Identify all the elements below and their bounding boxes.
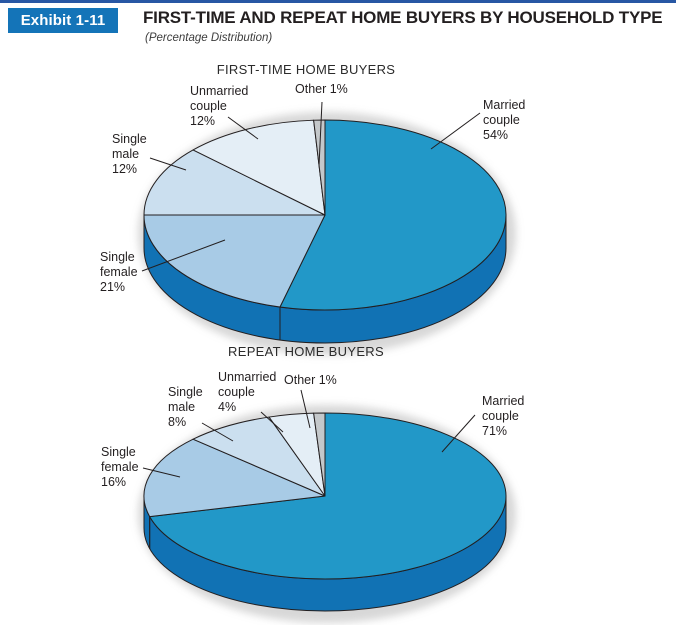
pie2-leader-line: [260, 411, 284, 433]
top-rule: [0, 0, 676, 3]
pie1-leader-line: [149, 157, 187, 171]
pie1-label-other: Other 1%: [295, 82, 348, 96]
exhibit-title: FIRST-TIME AND REPEAT HOME BUYERS BY HOU…: [143, 8, 663, 27]
pie2-label-unmarried-couple: Unmarried couple 4%: [218, 370, 277, 414]
pie1-slice-unmarried-couple: [192, 119, 326, 216]
pie2-label-single-male: Single male 8%: [168, 385, 203, 429]
pie1-leader-line: [430, 112, 481, 150]
pie1-leader-line: [141, 239, 226, 272]
pie2-slice-married-couple: [149, 412, 507, 580]
pie1-slice-single-male: [143, 149, 326, 216]
exhibit-badge: Exhibit 1-11: [8, 8, 118, 33]
pie1-slice-married-couple: [279, 119, 507, 311]
pie1-slice-other: [313, 119, 326, 216]
pie1-label-single-male: Single male 12%: [112, 132, 147, 176]
pie1-leader-line: [318, 101, 323, 167]
pie2-leader-line: [300, 389, 311, 429]
exhibit-subtitle: (Percentage Distribution): [145, 32, 273, 44]
pie2-label-single-female: Single female 16%: [101, 445, 139, 489]
pie2-leader-line: [142, 467, 181, 478]
pie1-label-unmarried-couple: Unmarried couple 12%: [190, 84, 249, 128]
pie2-label-other: Other 1%: [284, 373, 337, 387]
pie2-slice-single-female: [143, 438, 326, 518]
pie2-slice-other: [313, 412, 326, 497]
pie2-leader-line: [201, 422, 234, 442]
chart2-title: REPEAT HOME BUYERS: [228, 344, 384, 359]
pie2-leader-line: [441, 414, 476, 453]
pie1-slice-single-female: [143, 214, 326, 308]
pie1-leader-line: [227, 116, 259, 140]
pie2-label-married-couple: Married couple 71%: [482, 394, 525, 438]
pie1-label-single-female: Single female 21%: [100, 250, 138, 294]
pie1-label-married-couple: Married couple 54%: [483, 98, 526, 142]
exhibit-badge-label: Exhibit 1-11: [20, 12, 106, 29]
chart1-title: FIRST-TIME HOME BUYERS: [216, 62, 396, 77]
